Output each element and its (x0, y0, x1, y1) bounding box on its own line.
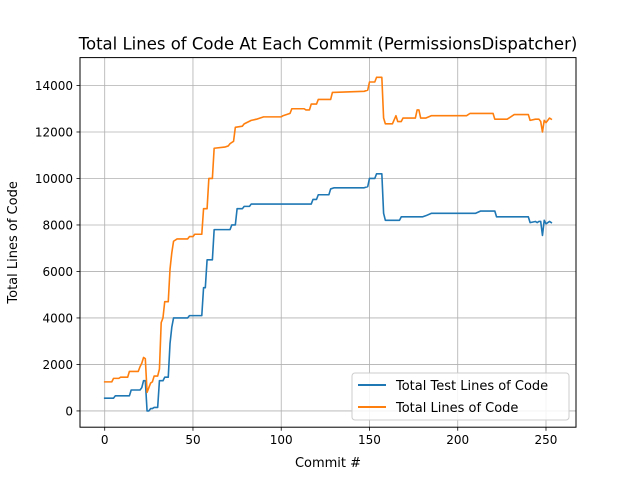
series-lines (103, 76, 553, 412)
y-tick-label: 0 (65, 404, 73, 418)
y-tick-label: 2000 (42, 358, 73, 372)
plot-area (80, 57, 576, 428)
y-tick-label: 12000 (35, 125, 73, 139)
legend-box (351, 372, 570, 421)
x-tick-label: 250 (535, 433, 558, 447)
y-tick-label: 10000 (35, 172, 73, 186)
plot-frame (79, 57, 577, 428)
chart-title: Total Lines of Code At Each Commit (Perm… (78, 35, 578, 54)
legend-label-test-lines: Total Test Lines of Code (395, 379, 548, 394)
y-tick-label: 6000 (42, 265, 73, 279)
x-tick-label: 150 (358, 433, 381, 447)
x-tick-label: 200 (446, 433, 469, 447)
legend: Total Test Lines of Code Total Lines of … (351, 372, 570, 421)
x-tick-label: 0 (101, 433, 109, 447)
y-tick-label: 4000 (42, 311, 73, 325)
series-line-total-lines (103, 76, 553, 394)
legend-label-total-lines: Total Lines of Code (395, 401, 518, 416)
y-axis-label: Total Lines of Code (6, 181, 21, 304)
axis-ticks: 0 50 100 150 200 250 0 2000 4000 6000 8000 10000 120… (35, 79, 558, 447)
x-tick-label: 50 (185, 433, 200, 447)
x-tick-label: 100 (270, 433, 293, 447)
x-axis-label: Commit # (295, 456, 361, 471)
y-tick-label: 14000 (35, 79, 73, 93)
series-line-test-lines (103, 173, 553, 412)
y-tick-label: 8000 (42, 218, 73, 232)
